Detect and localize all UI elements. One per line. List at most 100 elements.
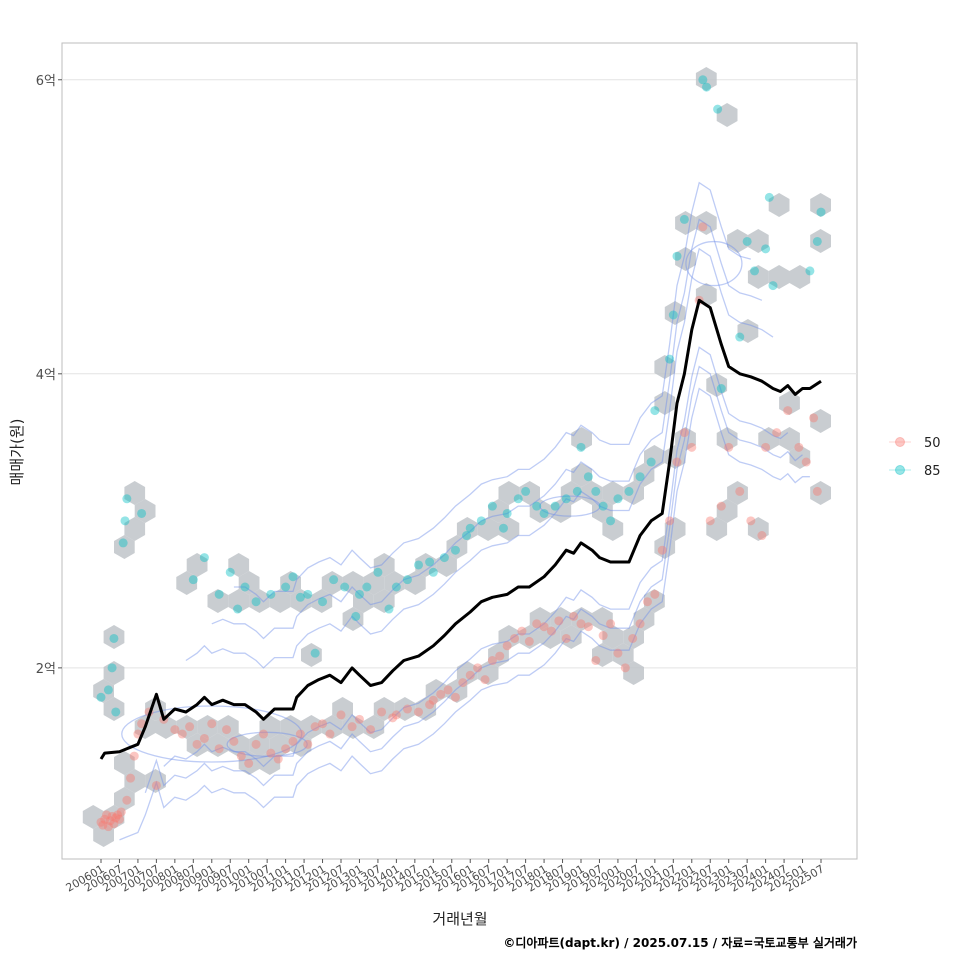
hexbin-cell <box>373 553 395 577</box>
hexbin-cell <box>114 787 135 811</box>
point-85 <box>450 545 460 555</box>
point-50 <box>229 736 239 746</box>
point-50 <box>318 719 328 729</box>
density-contour <box>233 181 751 603</box>
point-85 <box>340 582 350 592</box>
point-50 <box>207 719 217 729</box>
hexbin-cell <box>706 517 728 541</box>
point-85 <box>288 572 298 582</box>
hexbin-cell <box>93 679 114 703</box>
hexbin-cell <box>436 553 457 577</box>
point-85 <box>214 589 224 599</box>
hexbin-cell <box>93 823 114 847</box>
point-85 <box>742 236 752 246</box>
point-85 <box>295 592 305 602</box>
hexbin-cell <box>207 589 229 613</box>
point-50 <box>735 486 745 496</box>
point-85 <box>233 604 243 614</box>
hexbin-cell <box>207 733 229 757</box>
point-85 <box>476 516 486 526</box>
hexbin-cell <box>176 715 198 739</box>
point-85 <box>539 508 549 518</box>
point-85 <box>606 516 616 526</box>
point-85 <box>613 494 623 504</box>
hexbin-cell <box>727 481 748 505</box>
point-50 <box>258 729 268 739</box>
hexbin-cell <box>550 499 572 523</box>
point-50 <box>561 633 571 643</box>
point-50 <box>672 457 682 467</box>
hexbin-cell <box>602 481 624 505</box>
point-50 <box>185 722 195 732</box>
point-85 <box>650 406 660 416</box>
hexbin-cell <box>280 571 301 595</box>
point-50 <box>214 744 224 754</box>
point-50 <box>273 754 283 764</box>
hexbin-cell <box>384 571 405 595</box>
point-50 <box>458 678 468 688</box>
hexbin-cell <box>176 571 198 595</box>
point-50 <box>539 622 549 632</box>
point-85 <box>199 553 209 563</box>
hexbin-cell <box>758 427 780 451</box>
point-85 <box>679 214 689 224</box>
hexbin-cell <box>644 445 665 469</box>
hexbin-cell <box>550 607 572 631</box>
point-85 <box>428 567 438 577</box>
point-85 <box>120 516 130 526</box>
point-50 <box>532 619 542 629</box>
hexbin-cell <box>425 679 447 703</box>
hexbin-cell <box>675 247 696 271</box>
point-85 <box>572 486 582 496</box>
legend-key-50 <box>895 437 905 447</box>
hexbin-cell <box>592 607 613 631</box>
hexbin-cell <box>747 517 769 541</box>
hexbin-cell <box>488 643 509 667</box>
point-85 <box>354 589 364 599</box>
point-50 <box>113 810 123 820</box>
hexbin-cell <box>560 625 582 649</box>
point-85 <box>668 310 678 320</box>
point-85 <box>812 236 822 246</box>
hexbin-cell <box>519 625 540 649</box>
point-85 <box>591 486 601 496</box>
hexbin-cell <box>363 571 385 595</box>
point-50 <box>598 631 608 641</box>
hexbin-cell <box>779 391 800 415</box>
point-85 <box>351 611 361 621</box>
hexbin-cell <box>197 715 218 739</box>
hexbin-cell <box>373 697 395 721</box>
point-50 <box>546 626 556 636</box>
point-85 <box>414 560 424 570</box>
hexbin-cell <box>623 481 644 505</box>
point-50 <box>391 710 401 720</box>
hexbin-cell <box>581 481 603 505</box>
hexbin-cell <box>332 697 353 721</box>
point-50 <box>495 651 505 661</box>
legend: 50 85 <box>889 436 941 479</box>
point-85 <box>764 192 774 202</box>
hexbin-cell <box>238 571 260 595</box>
hexbin-cell <box>186 553 208 577</box>
hexbin-cell <box>789 265 811 289</box>
hexbin-cell <box>779 427 800 451</box>
point-85 <box>805 266 815 276</box>
point-50 <box>96 817 106 827</box>
hexbin-cell <box>155 715 177 739</box>
hexbin-cell <box>269 589 291 613</box>
hexbin-cell <box>664 517 686 541</box>
point-85 <box>498 523 508 533</box>
hexbin-cell <box>114 535 135 559</box>
hexbin-cell <box>623 661 644 685</box>
point-50 <box>288 736 298 746</box>
point-50 <box>620 663 630 673</box>
point-85 <box>624 486 634 496</box>
hexbin-cell <box>342 715 364 739</box>
point-85 <box>635 472 645 482</box>
point-85 <box>107 663 117 673</box>
hexbin-cell <box>695 211 717 235</box>
point-85 <box>310 648 320 658</box>
point-50 <box>606 619 616 629</box>
hexbin-cell <box>716 499 738 523</box>
point-50 <box>109 819 119 829</box>
